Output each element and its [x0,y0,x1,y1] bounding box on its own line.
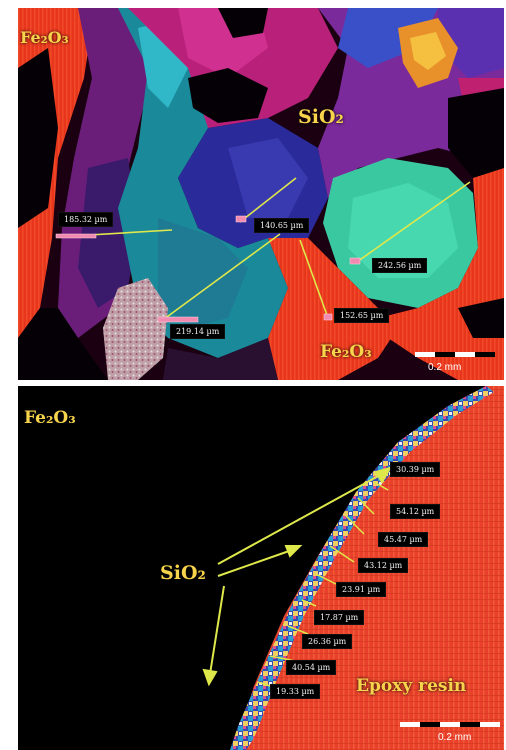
arrows-bottom [202,466,393,687]
measurement-label: 242.56 µm [372,258,428,273]
measurement-label: 19.33 µm [270,684,321,699]
measurement-label: 43.12 µm [358,558,409,573]
measurement-label: 152.65 µm [334,308,390,323]
measurement-label: 17.87 µm [314,610,365,625]
measurement-label: 30.39 µm [390,462,441,477]
measurement-label: 40.54 µm [286,660,337,675]
scale-bar-label-top: 0.2 mm [428,362,462,373]
micrograph-top: Fe₂O₃ SiO₂ Fe₂O₃ 185.32 µm 140.65 µm 242… [18,8,504,380]
label-fe2o3-top-left: Fe₂O₃ [20,28,69,47]
measurement-label: 219.14 µm [170,324,226,339]
measurement-label: 26.36 µm [302,634,353,649]
micrograph-bottom: Fe₂O₃ SiO₂ Epoxy resin 30.39 µm 54.12 µm… [18,386,504,750]
measurement-label: 54.12 µm [390,504,441,519]
measurement-label: 185.32 µm [58,212,114,227]
label-fe2o3-bottom: Fe₂O₃ [320,342,372,362]
measurement-label: 23.91 µm [336,582,387,597]
measurement-label: 140.65 µm [254,218,310,233]
label-sio2-top: SiO₂ [298,106,344,128]
scale-bar-top [415,352,495,357]
scale-bar-bottom [400,722,500,727]
micrograph-top-image [18,8,504,380]
label-epoxy-resin: Epoxy resin [356,676,467,696]
label-sio2-bottom: SiO₂ [160,562,206,584]
scale-bar-label-bottom: 0.2 mm [438,732,472,743]
measurement-label: 45.47 µm [378,532,429,547]
label-fe2o3: Fe₂O₃ [24,408,76,428]
